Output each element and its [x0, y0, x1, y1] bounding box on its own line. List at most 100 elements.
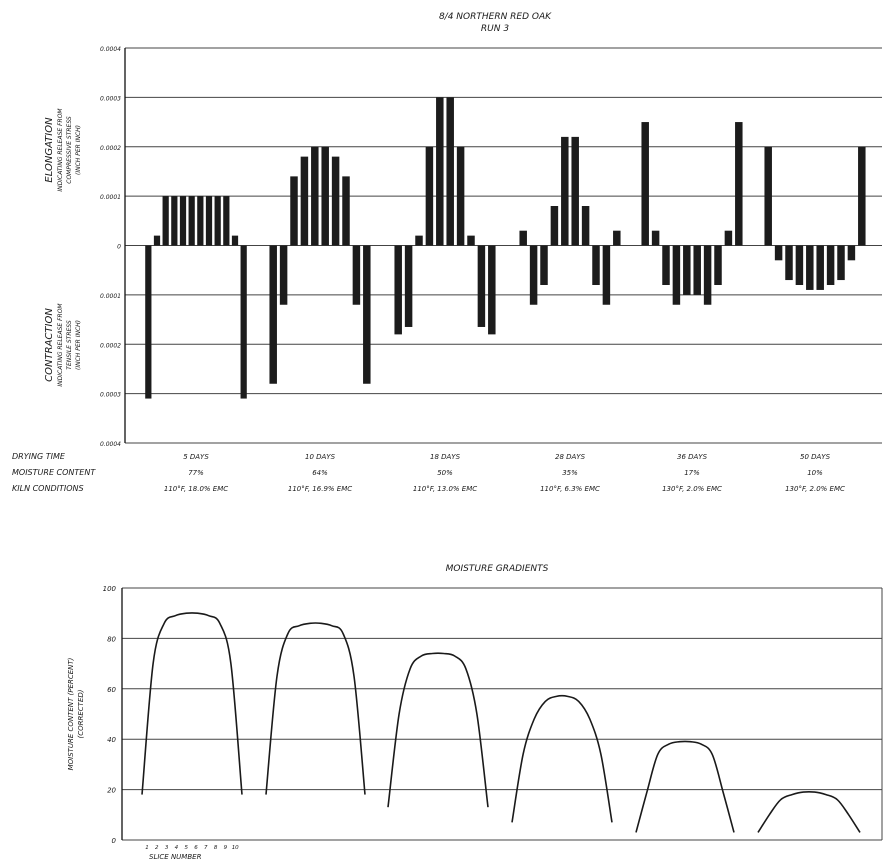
stress-bar: [529, 245, 538, 305]
bar-chart-grid: [124, 47, 882, 444]
stress-bar: [394, 245, 402, 335]
stress-bar: [519, 230, 527, 246]
stress-bar: [311, 146, 319, 246]
line-chart-y-ticks: 0 20 40 60 80 100: [103, 585, 117, 845]
line-y-tick-label: 0: [112, 837, 117, 845]
group-kiln-conditions: 130°F, 2.0% EMC: [785, 485, 845, 493]
slice-tick-label: 1: [145, 845, 149, 851]
bar-y-tick-label: 0: [117, 244, 121, 251]
bar-chart-y-ticks: 0.0004 0.0003 0.0002 0.0001 0 0.0001 0.0002 0.0…: [100, 46, 121, 448]
stress-bar: [352, 245, 361, 305]
bar-y-tick-label: 0.0003: [100, 392, 121, 399]
group-drying-time: 50 DAYS: [800, 453, 831, 461]
line-y-tick-label: 40: [107, 736, 116, 744]
row-label-moisture-content: MOISTURE CONTENT: [12, 468, 96, 477]
moisture-gradient-curve: [141, 612, 243, 795]
stress-bar: [290, 176, 298, 246]
bar-chart-bars: [145, 97, 866, 399]
bar-y-tick-label: 0.0002: [100, 342, 121, 349]
elongation-sub1: INDICATING RELEASE FROM: [57, 108, 64, 192]
group-kiln-conditions: 110°F, 13.0% EMC: [413, 485, 477, 493]
group-kiln-conditions: 130°F, 2.0% EMC: [662, 485, 722, 493]
stress-bar: [774, 245, 783, 261]
stress-bar: [581, 206, 590, 246]
stress-bar: [837, 245, 845, 281]
elongation-ylabel: ELONGATION INDICATING RELEASE FROM COMPR…: [44, 108, 82, 192]
group-moisture-content: 64%: [312, 469, 328, 477]
group-drying-time: 10 DAYS: [305, 453, 336, 461]
stress-bar: [214, 196, 221, 246]
stress-bar: [613, 230, 621, 246]
group-moisture-content: 35%: [562, 469, 578, 477]
elongation-sub3: (INCH PER INCH): [75, 125, 82, 175]
stress-bar: [785, 245, 793, 281]
stress-bar: [223, 196, 230, 246]
elongation-label: ELONGATION: [44, 117, 55, 183]
bar-y-tick-label: 0.0001: [100, 194, 121, 201]
stress-bar: [446, 97, 454, 246]
stress-bar: [145, 245, 152, 399]
stress-bar: [231, 235, 239, 246]
stress-bar: [672, 245, 681, 305]
slice-tick-label: 6: [194, 845, 198, 851]
bar-chart-subtitle: RUN 3: [481, 24, 509, 34]
stress-bar: [662, 245, 670, 285]
group-drying-time: 28 DAYS: [555, 453, 586, 461]
line-y-tick-label: 60: [107, 686, 116, 694]
contraction-ylabel: CONTRACTION INDICATING RELEASE FROM TENS…: [44, 303, 82, 387]
stress-bar: [651, 230, 660, 246]
stress-bar: [826, 245, 835, 285]
slice-tick-label: 9: [224, 845, 228, 851]
line-chart-xlabel: SLICE NUMBER: [149, 853, 202, 861]
stress-bar: [847, 245, 856, 261]
stress-bar: [858, 146, 866, 246]
group-kiln-conditions: 110°F, 16.9% EMC: [288, 485, 352, 493]
stress-bar: [404, 245, 413, 327]
contraction-sub3: (INCH PER INCH): [75, 320, 82, 370]
contraction-sub2: TENSILE STRESS: [66, 320, 73, 370]
contraction-label: CONTRACTION: [44, 308, 55, 382]
group-kiln-conditions: 110°F, 6.3% EMC: [540, 485, 600, 493]
stress-bar: [764, 146, 772, 246]
bar-chart-title: 8/4 NORTHERN RED OAK: [439, 12, 552, 22]
slice-tick-label: 8: [214, 845, 218, 851]
bar-y-tick-label: 0.0004: [100, 441, 121, 448]
bar-y-tick-label: 0.0001: [100, 293, 121, 300]
moisture-ylabel-sub: (CORRECTED): [77, 689, 85, 738]
stress-bar: [415, 235, 423, 246]
stress-bar: [436, 97, 444, 246]
stress-bar: [724, 230, 733, 246]
group-drying-time: 36 DAYS: [677, 453, 708, 461]
stress-bar: [602, 245, 611, 305]
stress-bar: [300, 156, 309, 246]
stress-bar: [735, 122, 743, 246]
group-labels: 5 DAYS 77% 110°F, 18.0% EMC 10 DAYS 64% 110°F…: [164, 453, 845, 493]
stress-bar: [816, 245, 824, 290]
group-moisture-content: 10%: [807, 469, 823, 477]
line-y-tick-label: 100: [103, 585, 117, 593]
stress-bar: [683, 245, 691, 295]
stress-bar: [363, 245, 371, 384]
stress-bar: [795, 245, 804, 285]
slice-tick-label: 3: [165, 845, 169, 851]
group-kiln-conditions: 110°F, 18.0% EMC: [164, 485, 228, 493]
stress-bar: [703, 245, 712, 305]
line-chart-title: MOISTURE GRADIENTS: [446, 564, 549, 574]
group-drying-time: 18 DAYS: [430, 453, 461, 461]
stress-bar: [693, 245, 701, 295]
stress-bar: [561, 136, 569, 246]
moisture-gradient-curve: [387, 652, 489, 808]
group-drying-time: 5 DAYS: [183, 453, 209, 461]
group-moisture-content: 77%: [188, 469, 204, 477]
stress-bar: [179, 196, 187, 246]
row-label-drying-time: DRYING TIME: [12, 452, 66, 461]
stress-bar: [592, 245, 600, 285]
bar-y-tick-label: 0.0002: [100, 145, 121, 152]
moisture-ylabel-main: MOISTURE CONTENT (PERCENT): [67, 657, 75, 770]
stress-bar: [205, 196, 213, 246]
moisture-ylabel: MOISTURE CONTENT (PERCENT) (CORRECTED): [67, 657, 85, 770]
stress-bar: [571, 136, 579, 246]
slice-tick-label: 10: [232, 845, 239, 851]
moisture-gradient-curve: [265, 622, 366, 795]
